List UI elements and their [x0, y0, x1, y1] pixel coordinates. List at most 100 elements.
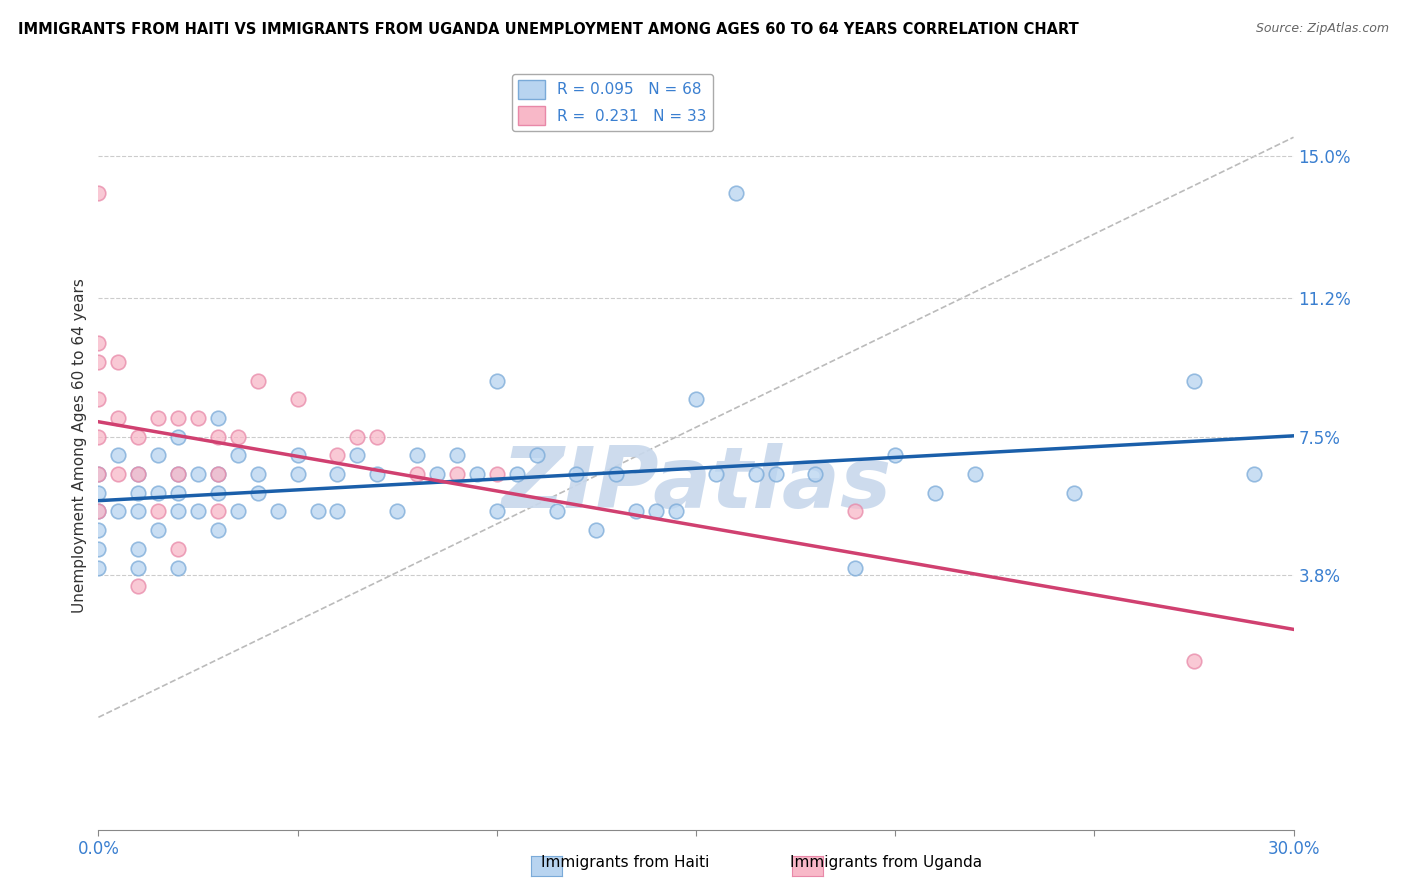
Point [446, 467, 468, 481]
Point [87, 467, 110, 481]
Text: Immigrants from Uganda: Immigrants from Uganda [790, 855, 981, 870]
Point [267, 504, 290, 518]
Point [1182, 374, 1205, 388]
Point [565, 467, 588, 481]
Point [148, 485, 170, 500]
Point [645, 504, 668, 518]
Point [963, 467, 986, 481]
Point [107, 355, 129, 369]
Point [207, 504, 229, 518]
Point [506, 467, 529, 481]
Point [446, 448, 468, 462]
Point [526, 448, 548, 462]
Point [1182, 654, 1205, 668]
Point [465, 467, 488, 481]
Point [167, 467, 190, 481]
Point [87, 541, 110, 556]
Point [844, 504, 866, 518]
Point [884, 448, 907, 462]
Text: IMMIGRANTS FROM HAITI VS IMMIGRANTS FROM UGANDA UNEMPLOYMENT AMONG AGES 60 TO 64: IMMIGRANTS FROM HAITI VS IMMIGRANTS FROM… [18, 22, 1078, 37]
Point [187, 411, 209, 425]
Point [246, 374, 269, 388]
Point [246, 485, 269, 500]
Point [346, 448, 368, 462]
Point [87, 392, 110, 407]
Point [585, 523, 607, 537]
Point [724, 186, 747, 201]
Point [148, 448, 170, 462]
Text: ZIPatlas: ZIPatlas [501, 442, 891, 526]
Point [605, 467, 627, 481]
Y-axis label: Unemployment Among Ages 60 to 64 years: Unemployment Among Ages 60 to 64 years [72, 278, 87, 614]
Point [287, 448, 309, 462]
Point [287, 392, 309, 407]
Point [1243, 467, 1265, 481]
Point [167, 504, 190, 518]
Point [485, 467, 508, 481]
Point [426, 467, 449, 481]
Point [87, 186, 110, 201]
Point [207, 411, 229, 425]
Point [406, 448, 429, 462]
Point [107, 411, 129, 425]
Point [87, 467, 110, 481]
Point [226, 504, 249, 518]
Point [87, 560, 110, 574]
Point [207, 485, 229, 500]
Point [87, 523, 110, 537]
Point [187, 504, 209, 518]
Point [307, 504, 329, 518]
Point [127, 430, 149, 444]
Point [127, 560, 149, 574]
Point [665, 504, 688, 518]
Point [765, 467, 787, 481]
Point [346, 430, 368, 444]
Point [226, 448, 249, 462]
Point [326, 448, 349, 462]
Point [87, 504, 110, 518]
Point [167, 467, 190, 481]
Point [1063, 485, 1085, 500]
Point [287, 467, 309, 481]
Point [207, 467, 229, 481]
Point [844, 560, 866, 574]
Point [485, 374, 508, 388]
Point [326, 504, 349, 518]
Point [326, 467, 349, 481]
Point [87, 355, 110, 369]
Text: Source: ZipAtlas.com: Source: ZipAtlas.com [1256, 22, 1389, 36]
Point [207, 467, 229, 481]
Point [127, 504, 149, 518]
Point [127, 467, 149, 481]
Legend: R = 0.095   N = 68, R =  0.231   N = 33: R = 0.095 N = 68, R = 0.231 N = 33 [512, 74, 713, 131]
Point [924, 485, 946, 500]
Point [127, 467, 149, 481]
Point [167, 430, 190, 444]
Point [226, 430, 249, 444]
Point [87, 504, 110, 518]
Point [87, 430, 110, 444]
Point [167, 560, 190, 574]
Point [148, 504, 170, 518]
Point [148, 411, 170, 425]
Point [167, 485, 190, 500]
Point [745, 467, 768, 481]
Point [626, 504, 648, 518]
Point [207, 430, 229, 444]
Point [187, 467, 209, 481]
Point [804, 467, 827, 481]
Point [107, 448, 129, 462]
Text: Immigrants from Haiti: Immigrants from Haiti [541, 855, 710, 870]
Point [485, 504, 508, 518]
Point [148, 523, 170, 537]
Point [366, 467, 388, 481]
Point [127, 485, 149, 500]
Point [685, 392, 707, 407]
Point [385, 504, 409, 518]
Point [167, 411, 190, 425]
Point [107, 504, 129, 518]
Point [207, 523, 229, 537]
Point [704, 467, 727, 481]
Point [107, 467, 129, 481]
Point [406, 467, 429, 481]
